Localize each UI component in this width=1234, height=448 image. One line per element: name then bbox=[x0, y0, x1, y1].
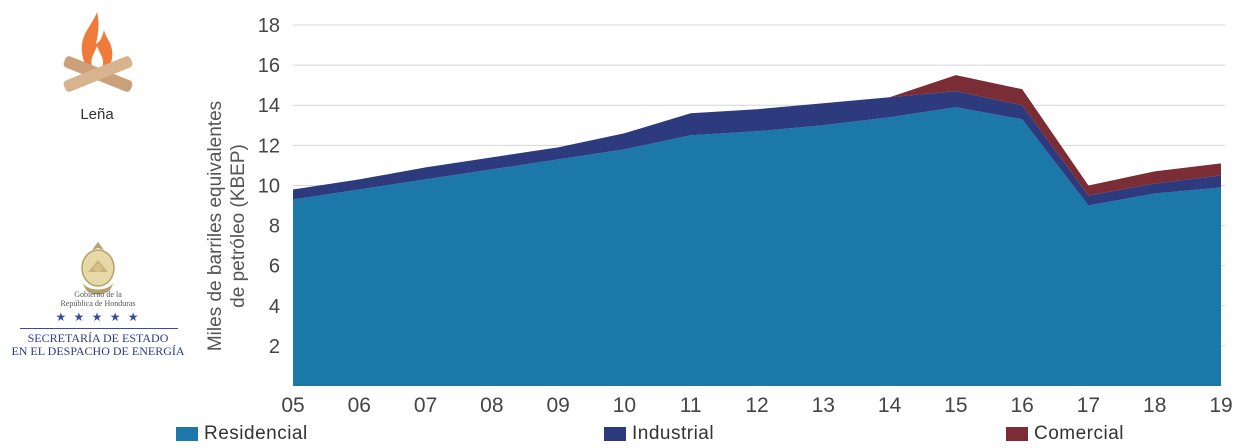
x-tick-label: 19 bbox=[1209, 394, 1232, 417]
x-tick-label: 06 bbox=[348, 394, 371, 417]
y-tick-label: 8 bbox=[269, 216, 280, 238]
government-name: Gobierno de la República de Honduras bbox=[0, 290, 196, 308]
x-tick-label: 13 bbox=[812, 394, 835, 417]
x-tick-label: 11 bbox=[680, 394, 702, 417]
gov-line-1: Gobierno de la bbox=[74, 290, 122, 299]
y-axis-title-line-2: de petróleo (KBEP) bbox=[228, 144, 249, 308]
y-tick-label: 14 bbox=[258, 95, 280, 117]
x-tick-label: 16 bbox=[1010, 394, 1033, 417]
x-tick-label: 10 bbox=[613, 394, 636, 417]
legend-label-residencial: Residencial bbox=[204, 423, 308, 444]
legend-item-residencial: Residencial bbox=[176, 423, 308, 445]
legend-swatch-comercial bbox=[1006, 427, 1028, 441]
area-comercial bbox=[293, 75, 1221, 196]
area-series bbox=[293, 75, 1221, 386]
legend-item-comercial: Comercial bbox=[1006, 423, 1124, 445]
x-tick-label: 18 bbox=[1143, 394, 1166, 417]
y-axis-title: Miles de barriles equivalentes de petról… bbox=[205, 101, 249, 351]
sidebar: Leña Gobierno de la República de Hondura… bbox=[0, 0, 200, 448]
y-tick-label: 12 bbox=[258, 135, 280, 157]
x-tick-label: 14 bbox=[878, 394, 902, 417]
gov-line-2: República de Honduras bbox=[60, 299, 136, 308]
x-tick-label: 12 bbox=[745, 394, 768, 417]
y-tick-label: 18 bbox=[258, 15, 280, 37]
legend-item-industrial: Industrial bbox=[604, 423, 714, 445]
legend-swatch-industrial bbox=[604, 427, 626, 441]
y-tick-label: 6 bbox=[269, 256, 280, 278]
x-tick-label: 09 bbox=[546, 394, 569, 417]
stars-decoration: ★ ★ ★ ★ ★ bbox=[55, 310, 141, 324]
ministry-line-1: SECRETARÍA DE ESTADO bbox=[27, 331, 169, 345]
coat-of-arms-logo bbox=[81, 242, 115, 295]
y-tick-label: 16 bbox=[258, 55, 280, 77]
fire-label: Leña bbox=[80, 106, 114, 123]
legend: Residencial Industrial Comercial bbox=[0, 423, 1234, 447]
ministry-name: SECRETARÍA DE ESTADO EN EL DESPACHO DE E… bbox=[0, 332, 196, 358]
y-tick-labels: 2 4 6 8 10 12 14 16 18 bbox=[258, 15, 280, 358]
x-tick-label: 17 bbox=[1077, 394, 1100, 417]
legend-label-comercial: Comercial bbox=[1034, 423, 1125, 444]
campfire-icon bbox=[63, 12, 133, 92]
y-tick-label: 4 bbox=[269, 296, 280, 318]
x-tick-label: 08 bbox=[480, 394, 503, 417]
y-axis-title-line-1: Miles de barriles equivalentes bbox=[205, 101, 226, 351]
divider bbox=[20, 328, 178, 329]
ministry-line-2: EN EL DESPACHO DE ENERGÍA bbox=[11, 344, 185, 358]
y-tick-label: 2 bbox=[269, 336, 280, 358]
y-tick-label: 10 bbox=[258, 175, 280, 197]
legend-label-industrial: Industrial bbox=[632, 423, 715, 444]
x-tick-labels: 05 06 07 08 09 10 11 12 13 14 15 16 17 18 19 bbox=[281, 394, 1232, 417]
x-tick-label: 15 bbox=[944, 394, 967, 417]
legend-swatch-residencial bbox=[176, 427, 198, 441]
x-tick-label: 05 bbox=[281, 394, 304, 417]
x-tick-label: 07 bbox=[414, 394, 437, 417]
area-residencial bbox=[293, 107, 1221, 386]
area-industrial bbox=[293, 91, 1221, 206]
